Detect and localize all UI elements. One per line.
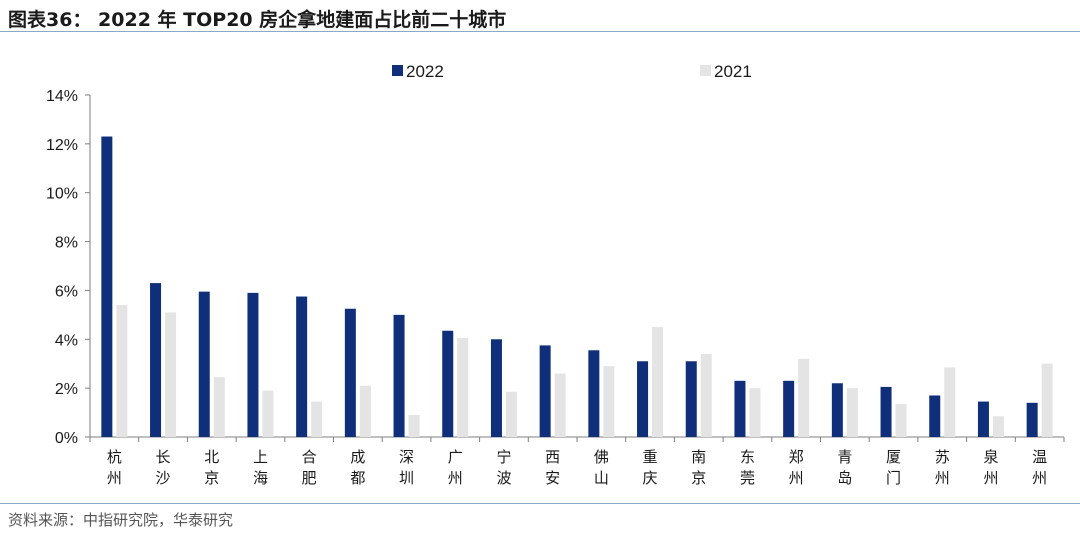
bar-2021-6 <box>359 385 371 437</box>
bar-2022-4 <box>247 292 259 437</box>
y-tick-label: 12% <box>46 137 78 154</box>
bar-2022-18 <box>929 395 941 437</box>
x-tick-label: 北京 <box>204 448 219 487</box>
x-tick-label: 泉州 <box>983 448 998 487</box>
x-tick-label: 青岛 <box>837 448 852 487</box>
x-tick-label: 郑州 <box>789 448 804 487</box>
bar-2021-16 <box>846 388 858 437</box>
bar-2021-2 <box>165 312 177 437</box>
x-tick-label: 厦门 <box>886 448 901 487</box>
x-tick-label: 南京 <box>691 448 706 487</box>
bar-2021-1 <box>116 305 128 437</box>
bar-2022-19 <box>977 401 989 437</box>
y-tick-label: 4% <box>55 332 78 349</box>
bar-2022-16 <box>831 383 843 437</box>
y-tick-label: 0% <box>55 430 78 447</box>
y-tick-label: 14% <box>46 88 78 105</box>
chart-title: 图表36： 2022 年 TOP20 房企拿地建面占比前二十城市 <box>8 9 507 31</box>
x-tick-label: 杭州 <box>107 448 122 487</box>
bar-2021-18 <box>944 367 956 437</box>
x-tick-label: 上海 <box>253 448 268 487</box>
bar-2022-15 <box>783 380 795 437</box>
bar-2022-12 <box>637 361 649 437</box>
x-tick-label: 深圳 <box>399 448 414 487</box>
bar-2022-14 <box>734 380 746 437</box>
y-tick-label: 8% <box>55 235 78 252</box>
x-tick-label: 佛山 <box>594 448 609 487</box>
source-note: 资料来源：中指研究院，华泰研究 <box>8 511 234 529</box>
legend-label-2022: 2022 <box>406 62 444 81</box>
y-axis: 0% 2% 4% 6% 8% 10% 12% 14% <box>46 88 91 447</box>
bar-2021-13 <box>700 353 712 437</box>
footer-divider <box>0 503 1080 504</box>
bar-2022-10 <box>539 345 551 437</box>
bar-2022-7 <box>393 314 405 437</box>
bar-2021-14 <box>749 388 761 437</box>
bar-2022-8 <box>442 330 454 437</box>
x-tick-label: 温州 <box>1032 448 1047 487</box>
bar-2021-10 <box>554 373 566 437</box>
bar-2022-20 <box>1026 402 1038 437</box>
bar-2022-2 <box>150 283 162 437</box>
bar-2021-15 <box>798 358 810 437</box>
legend-label-2021: 2021 <box>714 62 752 81</box>
bar-2022-17 <box>880 386 892 437</box>
bar-2022-5 <box>296 296 308 437</box>
x-tick-label: 长沙 <box>156 448 171 487</box>
bar-2021-17 <box>895 404 907 437</box>
y-tick-label: 10% <box>46 186 78 203</box>
bar-2022-6 <box>344 308 356 437</box>
bar-2021-20 <box>1041 363 1053 437</box>
bar-2021-7 <box>408 415 420 437</box>
bar-2021-8 <box>457 338 469 437</box>
bar-2022-13 <box>685 361 697 437</box>
bar-2021-9 <box>505 391 517 437</box>
bar-2021-3 <box>213 377 225 437</box>
x-tick-label: 苏州 <box>935 448 950 487</box>
bar-2021-11 <box>603 366 615 437</box>
bars <box>101 136 1053 437</box>
bar-2022-1 <box>101 136 113 437</box>
y-tick-label: 6% <box>55 283 78 300</box>
x-tick-label: 西安 <box>545 448 560 487</box>
title-divider <box>0 31 1080 32</box>
bar-2022-9 <box>490 339 502 437</box>
bar-2022-3 <box>198 291 210 437</box>
x-tick-label: 合肥 <box>302 448 317 487</box>
bar-2021-4 <box>262 390 274 437</box>
bar-2021-12 <box>652 327 664 437</box>
x-tick-label: 东莞 <box>740 448 755 487</box>
bar-2021-5 <box>311 401 323 437</box>
legend-swatch-2022 <box>392 65 403 76</box>
legend: 2022 2021 <box>392 62 752 81</box>
bar-chart: 2022 2021 0% 2% 4% 6% 8% 10% 12% 14% 杭州长沙北京上海合肥成… <box>46 62 1065 487</box>
x-tick-label: 成都 <box>350 448 365 487</box>
x-tick-label: 重庆 <box>643 448 658 487</box>
bar-2021-19 <box>992 416 1004 437</box>
x-tick-label: 宁波 <box>496 448 511 487</box>
legend-swatch-2021 <box>700 65 711 76</box>
bar-2022-11 <box>588 350 600 437</box>
x-tick-label: 广州 <box>448 448 463 487</box>
y-tick-label: 2% <box>55 381 78 398</box>
